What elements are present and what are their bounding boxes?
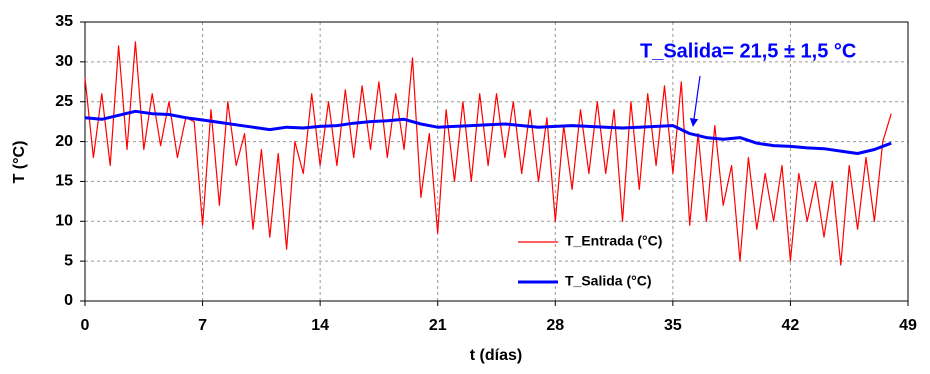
x-tick-label: 14 — [311, 317, 329, 334]
annotation: T_Salida= 21,5 ± 1,5 °C — [640, 40, 856, 62]
y-tick-label: 25 — [55, 93, 73, 110]
x-tick-label: 28 — [546, 317, 564, 334]
y-tick-label: 10 — [55, 213, 73, 230]
annotation-arrow — [689, 75, 701, 127]
legend-label: T_Entrada (°C) — [565, 233, 662, 249]
x-tick-label: 21 — [429, 317, 447, 334]
y-tick-label: 0 — [64, 292, 73, 309]
y-axis-title: T (°C) — [11, 141, 28, 184]
x-tick-label: 7 — [198, 317, 207, 334]
y-tick-label: 15 — [55, 173, 73, 190]
y-tick-label: 35 — [55, 13, 73, 30]
x-tick-label: 49 — [899, 317, 917, 334]
y-tick-label: 5 — [64, 252, 73, 269]
series-line — [84, 41, 892, 266]
x-tick-label: 0 — [81, 317, 90, 334]
y-tick-label: 30 — [55, 53, 73, 70]
x-axis-title: t (días) — [470, 347, 522, 364]
x-tick-label: 35 — [664, 317, 682, 334]
legend-label: T_Salida (°C) — [565, 273, 652, 289]
y-tick-label: 20 — [55, 133, 73, 150]
x-tick-label: 42 — [782, 317, 800, 334]
plot-frame — [84, 21, 909, 302]
series-line — [84, 109, 892, 155]
